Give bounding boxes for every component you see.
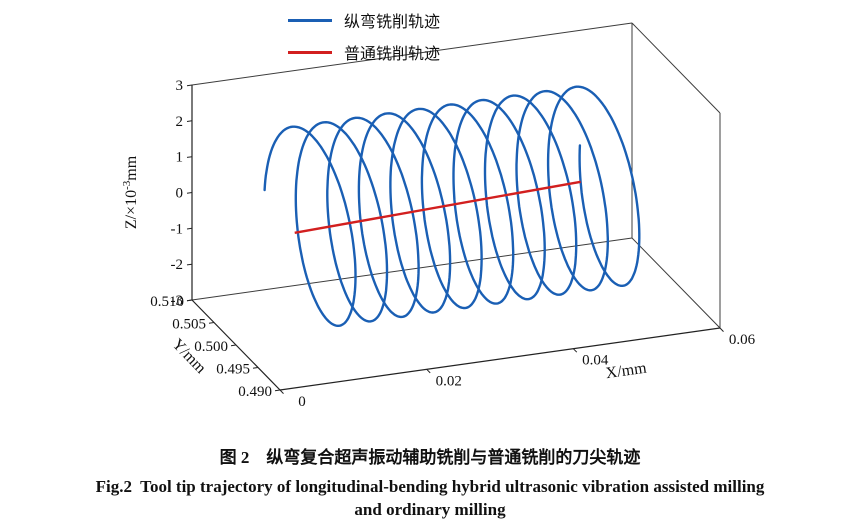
- z-tick-label: 2: [176, 114, 184, 130]
- x-axis-line: [279, 327, 721, 391]
- box-edge: [191, 22, 633, 86]
- y-tick-label: 0.495: [216, 362, 250, 378]
- y-tick-label: 0.510: [150, 294, 184, 310]
- caption-english-line1: Fig.2 Tool tip trajectory of longitudina…: [95, 477, 765, 496]
- caption-english-line2: and ordinary milling: [354, 500, 506, 519]
- z-tick-label: -2: [171, 257, 184, 273]
- y-tick-label: 0.500: [194, 339, 228, 355]
- z-tick: [186, 263, 193, 266]
- legend-label-ultrasonic: 纵弯铣削轨迹: [344, 14, 441, 31]
- 3d-trajectory-plot: 0 0.02 0.04 0.06 0.490 0.495 0.500 0.505 0.510-3…: [121, 22, 756, 410]
- z-tick: [186, 227, 193, 230]
- x-tick: [572, 348, 578, 353]
- x-tick-label: 0.02: [436, 373, 462, 389]
- z-tick-label: 1: [176, 150, 184, 166]
- legend-label-ordinary: 普通铣削轨迹: [344, 46, 441, 63]
- x-tick-label: 0: [298, 394, 306, 410]
- box-edge: [631, 22, 721, 114]
- z-tick: [186, 120, 193, 122]
- legend-item-ordinary-milling: 普通铣削轨迹: [288, 40, 440, 64]
- z-tick: [186, 299, 193, 302]
- ultrasonic-helix-trajectory: [263, 85, 641, 327]
- figure-caption: 图 2 纵弯复合超声振动辅助铣削与普通铣削的刀尖轨迹 Fig.2 Tool ti…: [0, 443, 860, 523]
- z-tick: [186, 84, 193, 87]
- y-tick: [274, 389, 281, 392]
- z-tick-label: 0: [176, 186, 184, 202]
- z-tick-label: -3: [171, 293, 184, 309]
- y-tick-label: 0.505: [172, 317, 206, 333]
- legend-item-ultrasonic-milling: 纵弯铣削轨迹: [288, 8, 440, 32]
- ordinary-milling-trajectory: [294, 180, 581, 234]
- caption-chinese: 图 2 纵弯复合超声振动辅助铣削与普通铣削的刀尖轨迹: [219, 448, 641, 467]
- y-tick: [208, 322, 215, 324]
- box-edge: [631, 237, 721, 329]
- legend-line-blue-icon: [288, 18, 332, 22]
- z-tick-label: 3: [176, 78, 184, 94]
- y-tick-label: 0.490: [238, 384, 272, 400]
- x-tick-label: 0.06: [729, 332, 756, 348]
- y-tick: [252, 367, 259, 369]
- z-tick: [186, 156, 193, 158]
- legend: 纵弯铣削轨迹 普通铣削轨迹: [288, 8, 440, 64]
- legend-line-red-icon: [288, 50, 332, 54]
- box-edge: [191, 237, 633, 301]
- x-axis-label: X/mm: [605, 360, 648, 383]
- x-tick-label: 0.04: [582, 353, 609, 369]
- x-tick: [719, 327, 724, 332]
- x-tick: [426, 368, 431, 374]
- y-tick: [230, 344, 237, 347]
- z-axis-label: Z/×10-3mm: [121, 155, 140, 229]
- x-tick: [279, 389, 284, 394]
- z-tick: [186, 192, 193, 194]
- z-tick-label: -1: [171, 221, 184, 237]
